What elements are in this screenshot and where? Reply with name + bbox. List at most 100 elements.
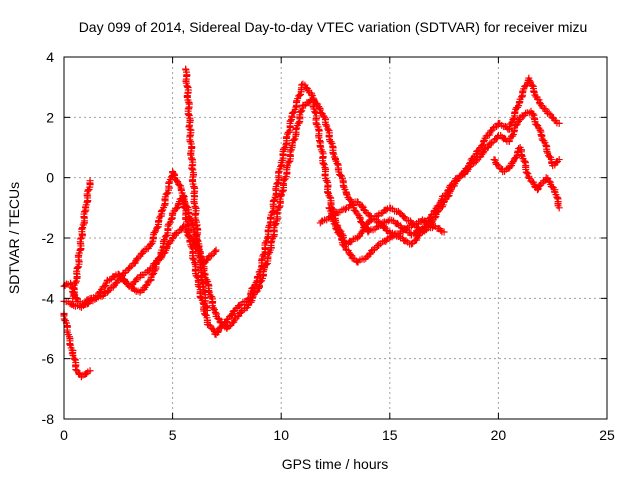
interp-point — [489, 124, 497, 132]
interp-point — [225, 323, 233, 331]
interp-point — [533, 121, 541, 129]
data-point — [555, 204, 563, 212]
interp-point — [323, 177, 331, 185]
interp-point — [548, 113, 556, 121]
interp-point — [203, 303, 211, 311]
interp-point — [173, 205, 181, 213]
series-track-6 — [182, 65, 211, 314]
interp-point — [71, 355, 79, 363]
interp-point — [296, 108, 304, 116]
interp-point — [205, 321, 213, 329]
interp-point — [149, 270, 157, 278]
x-tick-label: 15 — [382, 427, 398, 443]
data-point — [555, 156, 563, 164]
interp-point — [237, 308, 245, 316]
chart-title: Day 099 of 2014, Sidereal Day-to-day VTE… — [79, 19, 588, 35]
y-tick-label: -2 — [42, 230, 55, 246]
interp-point — [160, 237, 168, 245]
interp-point — [487, 139, 495, 147]
interp-point — [275, 203, 283, 211]
interp-point — [188, 219, 196, 227]
axis-ticks: 0 5 10 15 20 25 -8 -6 -4 -2 0 2 4 — [42, 49, 615, 443]
interp-point — [73, 265, 81, 273]
y-tick-label: 4 — [46, 49, 54, 65]
interp-point — [61, 281, 69, 289]
data-point — [408, 222, 416, 230]
series-track-7 — [316, 198, 437, 248]
interp-point — [352, 257, 360, 265]
interp-point — [317, 108, 325, 116]
interp-point — [158, 207, 166, 215]
interp-point — [311, 108, 319, 116]
interp-point — [142, 281, 150, 289]
interp-point — [287, 117, 295, 125]
interp-point — [528, 81, 536, 89]
interp-point — [76, 302, 84, 310]
interp-point — [278, 188, 286, 196]
y-tick-label: 2 — [46, 109, 54, 125]
interp-point — [481, 145, 489, 153]
interp-point — [324, 188, 332, 196]
interp-point — [193, 236, 201, 244]
data-marks — [60, 65, 563, 381]
interp-point — [537, 131, 545, 139]
interp-point — [327, 138, 335, 146]
interp-point — [347, 250, 355, 258]
interp-point — [507, 120, 515, 128]
interp-point — [324, 125, 332, 133]
data-point — [533, 186, 541, 194]
interp-point — [252, 288, 260, 296]
interp-point — [211, 308, 219, 316]
data-point — [203, 306, 211, 314]
interp-point — [210, 304, 218, 312]
data-point — [555, 119, 563, 127]
interp-point — [382, 206, 390, 214]
interp-point — [552, 159, 560, 167]
interp-point — [319, 160, 327, 168]
interp-point — [153, 256, 161, 264]
series-track-8 — [325, 204, 448, 266]
interp-point — [104, 288, 112, 296]
interp-point — [215, 314, 223, 322]
interp-point — [185, 110, 193, 118]
interp-point — [106, 276, 114, 284]
interp-point — [270, 197, 278, 205]
interp-point — [479, 149, 487, 157]
interp-point — [203, 256, 211, 264]
interp-point — [437, 226, 445, 234]
interp-point — [72, 279, 80, 287]
interp-point — [153, 224, 161, 232]
interp-point — [509, 132, 517, 140]
interp-point — [127, 282, 135, 290]
x-axis-title: GPS time / hours — [282, 456, 389, 472]
interp-point — [512, 121, 520, 129]
x-tick-label: 5 — [169, 427, 177, 443]
interp-point — [163, 190, 171, 198]
interp-point — [421, 227, 429, 235]
series-track-9 — [490, 144, 563, 212]
x-tick-label: 20 — [491, 427, 507, 443]
interp-point — [360, 255, 368, 263]
interp-point — [322, 121, 330, 129]
interp-point — [273, 180, 281, 188]
interp-point — [263, 260, 271, 268]
interp-point — [366, 250, 374, 258]
interp-point — [76, 246, 84, 254]
interp-point — [326, 193, 334, 201]
interp-point — [84, 187, 92, 195]
x-tick-label: 0 — [60, 427, 68, 443]
interp-point — [106, 284, 114, 292]
interp-point — [358, 202, 366, 210]
series-track-4 — [69, 177, 94, 302]
interp-point — [437, 198, 445, 206]
interp-point — [193, 272, 201, 280]
interp-point — [508, 159, 516, 167]
interp-point — [131, 286, 139, 294]
interp-point — [271, 221, 279, 229]
y-tick-label: -4 — [42, 290, 55, 306]
interp-point — [74, 263, 82, 271]
interp-point — [115, 271, 123, 279]
interp-point — [126, 264, 134, 272]
